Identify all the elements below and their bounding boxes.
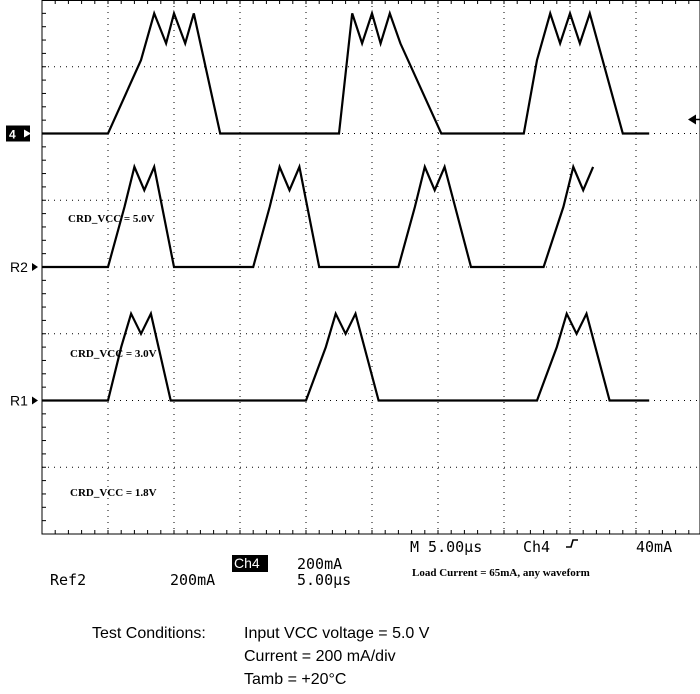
channel-marker-arrow [32, 396, 38, 405]
channel-markers: 4 R2 R1 [6, 114, 700, 409]
channel-marker-label: R1 [10, 393, 28, 409]
series-label-3v: CRD_VCC = 3.0V [70, 348, 157, 360]
channel-marker-label: 4 [9, 128, 16, 142]
ch4-tag: Ch4 [234, 555, 260, 571]
trigger-level-readout: 40mA [636, 538, 672, 556]
trigger-edge-icon [566, 539, 578, 548]
ref2-scale-readout: 200mA [170, 571, 215, 589]
ref2-tag: Ref2 [50, 571, 86, 589]
trigger-level-arrow [688, 114, 696, 125]
trace-2 [42, 163, 595, 269]
channel-marker-label: R2 [10, 259, 28, 275]
trigger-source-readout: Ch4 [523, 538, 550, 556]
timebase-readout: M 5.00µs [410, 538, 482, 556]
load-current-note: Load Current = 65mA, any waveform [412, 567, 590, 579]
channel-marker-arrow [24, 129, 31, 138]
channel-marker-arrow [32, 263, 38, 271]
series-label-1-8v: CRD_VCC = 1.8V [70, 487, 157, 499]
test-condition-line: Tamb = +20°C [244, 671, 346, 688]
ch4-tag-background [232, 555, 268, 572]
ch4-scale-readout: 200mA [297, 555, 342, 573]
test-condition-line: Current = 200 mA/div [244, 648, 396, 665]
ref2-time-readout: 5.00µs [297, 571, 351, 589]
trace-3 [42, 310, 650, 402]
series-label-5v: CRD_VCC = 5.0V [68, 213, 155, 225]
test-condition-line: Input VCC voltage = 5.0 V [244, 625, 430, 642]
trace-1 [42, 9, 650, 135]
graticule [41, 0, 700, 535]
waveform-traces [42, 9, 650, 402]
test-conditions-label: Test Conditions: [92, 625, 206, 642]
